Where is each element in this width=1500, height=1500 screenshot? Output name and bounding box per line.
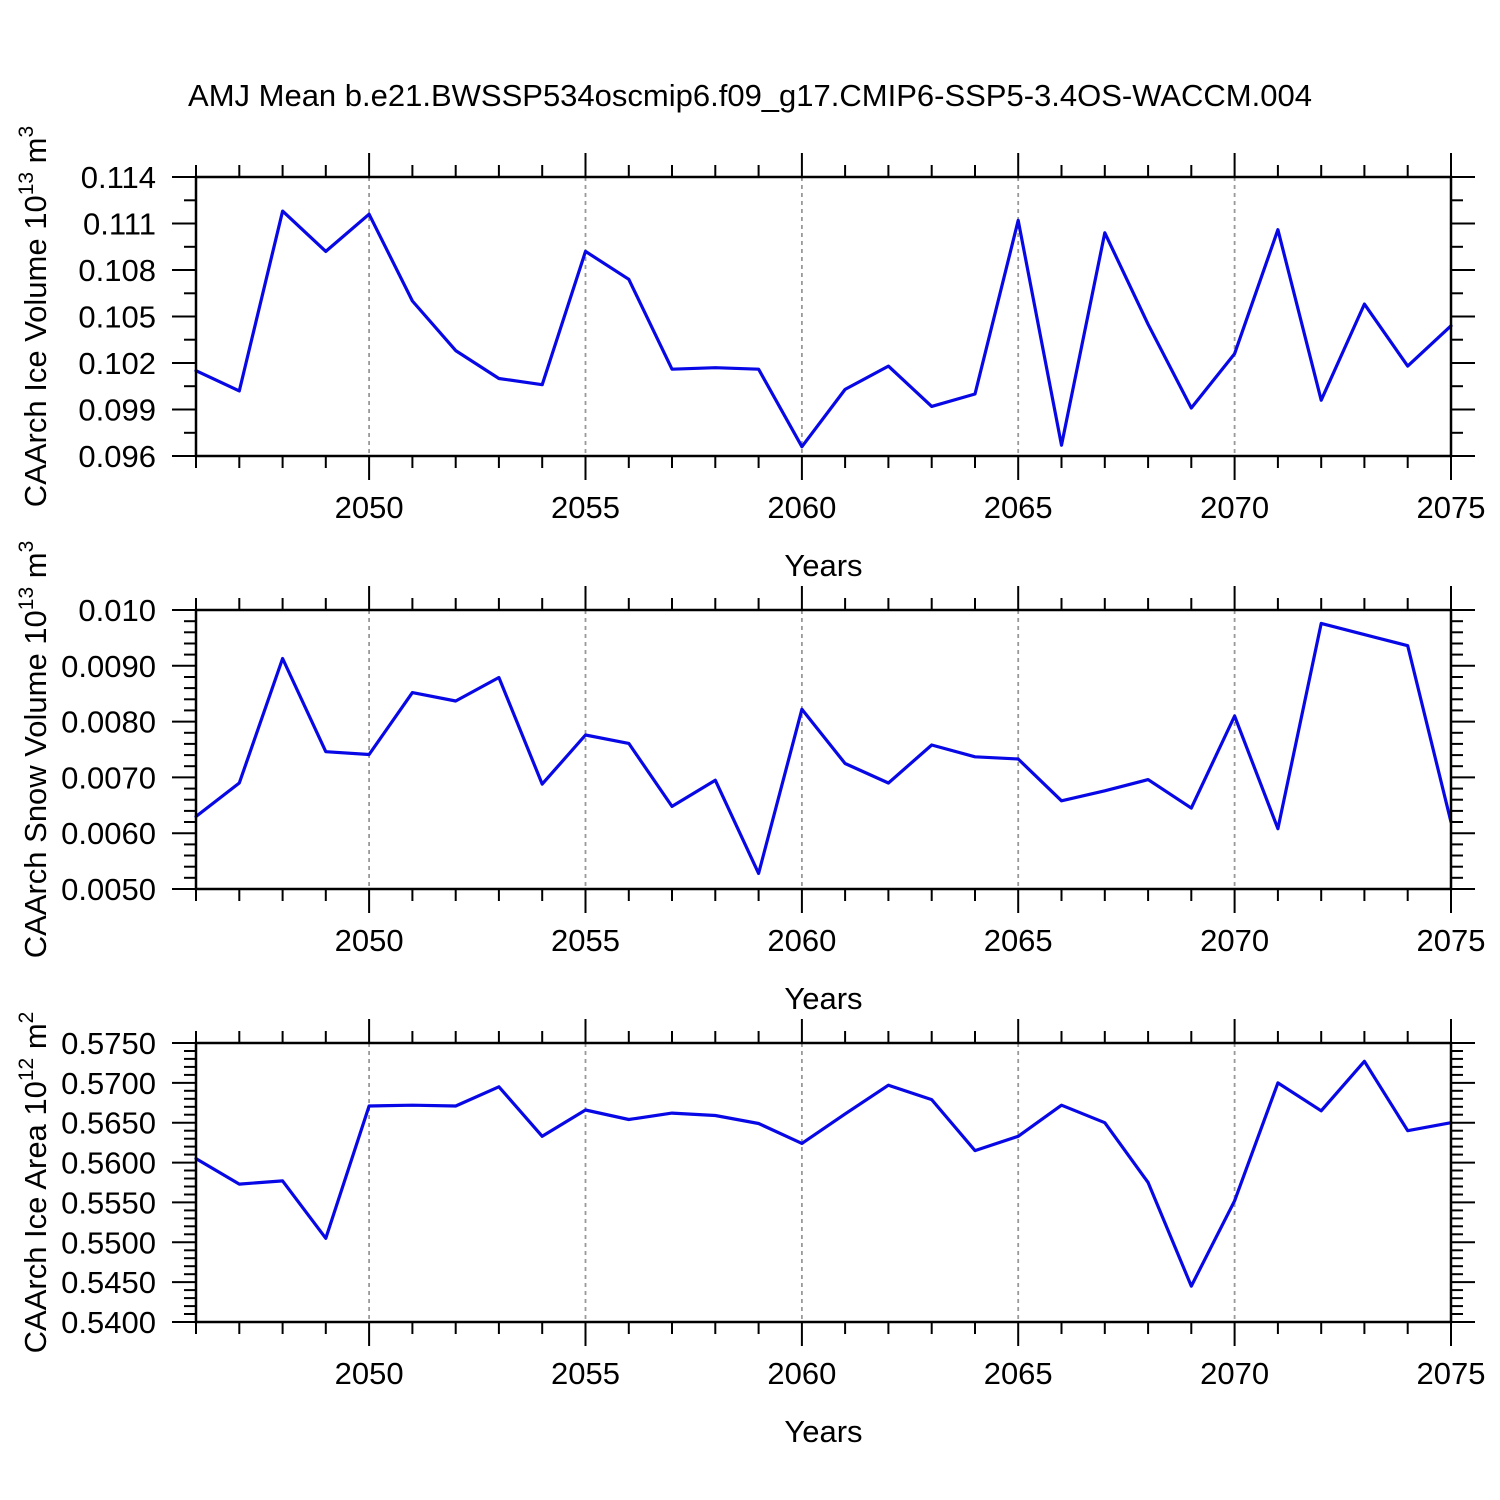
data-line [194,209,1453,449]
chart-2: 0.0050 0.0060 0.0070 0.0080 0.0090 0.010 2050 2… [15,541,1485,1016]
x-tick-label: 2065 [984,1356,1053,1391]
y-tick-label: 0.102 [78,346,156,381]
y-tick-label: 0.5400 [61,1305,156,1340]
x-tick-label: 2075 [1417,1356,1486,1391]
x-tick-label: 2055 [551,1356,620,1391]
y-tick-label: 0.5500 [61,1225,156,1260]
x-tick-label: 2050 [335,1356,404,1391]
x-tick-label: 2050 [335,490,404,525]
x-tick-label: 2065 [984,490,1053,525]
y-tick-label: 0.096 [78,439,156,474]
x-tick-label: 2060 [767,923,836,958]
y-tick-label: 0.0070 [61,760,156,795]
y-tick-label: 0.099 [78,393,156,428]
x-axis-title: Years [784,1414,862,1449]
y-tick-label: 0.5600 [61,1146,156,1181]
y-tick-label: 0.5750 [61,1026,156,1061]
figure-title: AMJ Mean b.e21.BWSSP534oscmip6.f09_g17.C… [188,78,1312,113]
x-axis-title: Years [784,981,862,1016]
y-tick-label: 0.5650 [61,1106,156,1141]
x-tick-label: 2055 [551,490,620,525]
y-tick-label: 0.5550 [61,1185,156,1220]
y-axis-title: CAArch Ice Volume 1013 m3 [15,126,53,507]
plot-frame [194,608,1453,891]
x-tick-label: 2075 [1417,490,1486,525]
plot-frame [194,1041,1453,1324]
y-tick-label: 0.0050 [61,872,156,907]
chart-3: 0.5400 0.5450 0.5500 0.5550 0.5600 0.5650 0.57… [15,1012,1485,1449]
x-tick-label: 2070 [1200,1356,1269,1391]
y-tick-label: 0.010 [78,593,156,628]
y-tick-label: 0.108 [78,253,156,288]
x-tick-label: 2050 [335,923,404,958]
chart-1: 0.096 0.099 0.102 0.105 0.108 0.111 0.114 2050 2… [15,126,1485,583]
x-tick-label: 2070 [1200,923,1269,958]
x-tick-label: 2055 [551,923,620,958]
x-tick-label: 2070 [1200,490,1269,525]
x-tick-label: 2060 [767,490,836,525]
y-tick-label: 0.5700 [61,1066,156,1101]
y-tick-label: 0.0080 [61,705,156,740]
y-tick-label: 0.5450 [61,1265,156,1300]
y-tick-label: 0.0060 [61,816,156,851]
y-tick-label: 0.111 [83,207,156,242]
y-tick-label: 0.105 [78,300,156,335]
data-line [194,621,1453,876]
x-tick-label: 2075 [1417,923,1486,958]
y-tick-label: 0.0090 [61,649,156,684]
y-tick-label: 0.114 [81,160,156,195]
y-axis-title: CAArch Snow Volume 1013 m3 [15,541,53,959]
x-axis-title: Years [784,548,862,583]
x-tick-label: 2065 [984,923,1053,958]
x-tick-label: 2060 [767,1356,836,1391]
data-line [194,1059,1453,1288]
plot-frame [194,175,1453,458]
y-axis-title: CAArch Ice Area 1012 m2 [15,1012,53,1354]
